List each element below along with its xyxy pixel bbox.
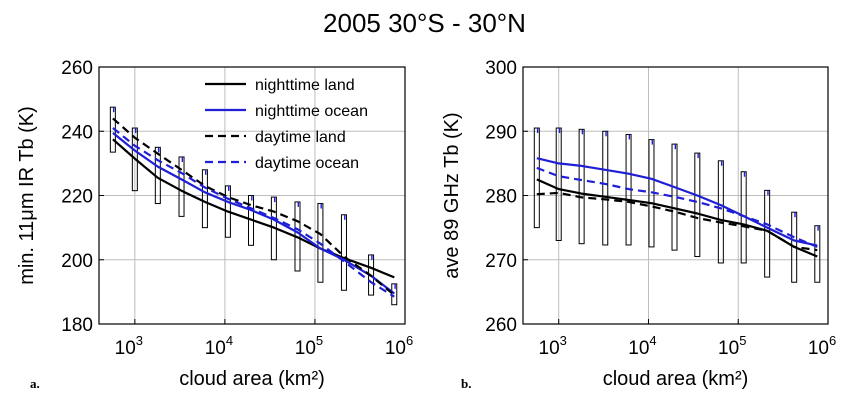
panel-label: a.: [30, 376, 40, 391]
range-box: [201, 169, 208, 229]
range-box: [178, 156, 185, 217]
series-line-daytime-ocean: [112, 127, 395, 298]
x-axis-label: cloud area (km²): [603, 368, 749, 390]
y-tick-label: 180: [61, 315, 93, 336]
range-box: [340, 214, 347, 291]
legend-label: nighttime land: [255, 77, 355, 94]
range-box: [602, 130, 609, 246]
x-tick-label: 103: [539, 333, 567, 359]
range-box: [578, 128, 585, 245]
y-tick-label: 300: [485, 58, 517, 79]
series-line-nighttime-ocean: [536, 157, 818, 247]
series-line-daytime-ocean: [536, 166, 818, 248]
range-box: [533, 127, 540, 229]
panel-b: 260 270 280 290 300 103 104 105 106 cloud area (k…: [441, 58, 836, 391]
y-tick-label: 200: [61, 251, 93, 272]
series-line-nighttime-ocean: [112, 132, 395, 295]
range-box: [764, 189, 771, 278]
range-box: [555, 127, 562, 241]
x-tick-label: 105: [295, 333, 323, 359]
legend-label: daytime ocean: [255, 155, 359, 172]
figure-title: 2005 30°S - 30°N: [323, 8, 526, 38]
panel-label: b.: [461, 376, 471, 391]
y-tick-label: 220: [61, 187, 93, 208]
x-tick-label: 104: [628, 333, 656, 359]
range-box: [694, 152, 701, 258]
legend-label: daytime land: [255, 129, 346, 146]
y-tick-label: 260: [61, 58, 93, 79]
x-tick-label: 106: [808, 333, 836, 359]
x-tick-label: 105: [718, 333, 746, 359]
range-box: [717, 160, 724, 264]
series-line-daytime-land: [112, 117, 396, 296]
y-tick-label: 260: [485, 315, 517, 336]
range-box: [671, 143, 678, 251]
series-line-nighttime-land: [112, 138, 395, 279]
y-tick-label: 290: [485, 122, 517, 143]
legend: nighttime land nighttime ocean daytime lan…: [205, 77, 368, 172]
y-tick-label: 240: [61, 122, 93, 143]
series-line-daytime-land: [536, 191, 818, 252]
y-axis-label: ave 89 GHz Tb (K): [441, 112, 463, 278]
range-box: [814, 225, 821, 283]
y-tick-label: 280: [485, 187, 517, 208]
panel-a: 180 200 220 240 260 103 104 105 106 cloud area (k…: [16, 58, 413, 391]
x-axis-label: cloud area (km²): [179, 368, 325, 390]
x-tick-label: 104: [205, 333, 233, 359]
range-box: [391, 283, 398, 306]
y-tick-label: 270: [485, 251, 517, 272]
x-tick-label: 103: [115, 333, 143, 359]
legend-label: nighttime ocean: [255, 103, 368, 120]
y-axis-label: min. 11μm IR Tb (K): [16, 106, 38, 285]
x-tick-label: 106: [385, 333, 413, 359]
